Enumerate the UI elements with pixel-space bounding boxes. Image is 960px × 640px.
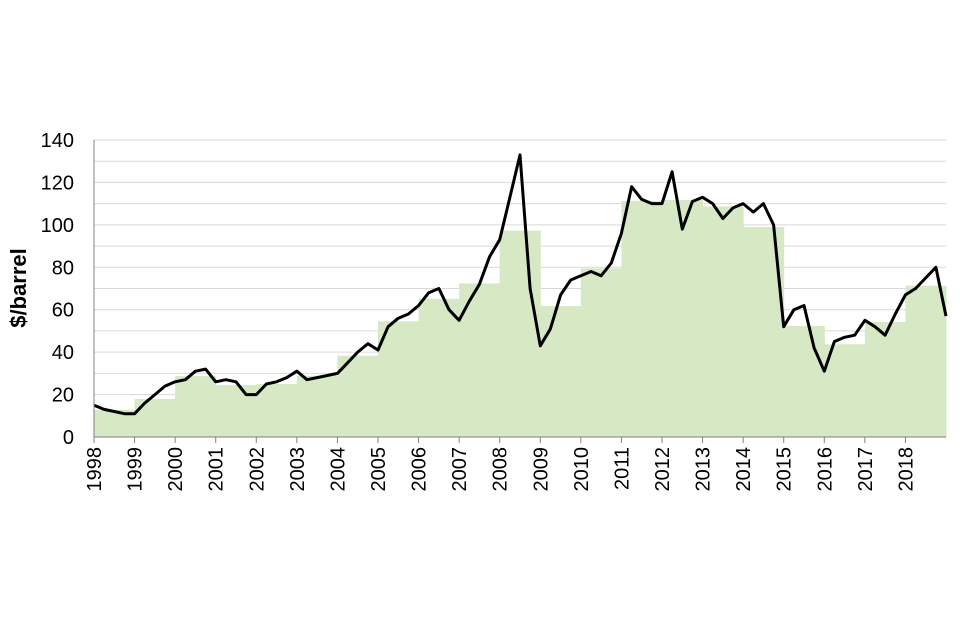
y-tick-label: 0	[63, 427, 74, 449]
annual-average-bar	[864, 322, 906, 437]
annual-average-bar	[215, 385, 257, 437]
x-tick-label: 2010	[571, 447, 593, 492]
x-tick-label: 2017	[855, 447, 877, 492]
annual-average-bar	[662, 200, 704, 437]
annual-average-bar	[824, 344, 866, 437]
y-tick-label: 120	[41, 172, 74, 194]
annual-average-bar	[337, 355, 379, 437]
y-tick-label: 140	[41, 130, 74, 152]
x-tick-label: 2015	[774, 447, 796, 492]
y-tick-label: 20	[52, 385, 74, 407]
x-tick-label: 2004	[327, 447, 349, 492]
annual-average-bar	[134, 399, 176, 437]
x-tick-label: 2013	[693, 447, 715, 492]
annual-average-bar	[378, 321, 420, 437]
annual-average-area	[94, 200, 947, 437]
annual-average-bar	[256, 383, 298, 437]
annual-average-bar	[540, 306, 582, 437]
annual-average-bar	[702, 206, 744, 437]
y-tick-label: 100	[41, 215, 74, 237]
y-tick-label: 80	[52, 257, 74, 279]
x-tick-label: 2018	[895, 447, 917, 492]
x-tick-label: 2008	[490, 447, 512, 492]
x-tick-label: 2000	[165, 447, 187, 492]
x-tick-label: 2003	[287, 447, 309, 492]
x-tick-label: 2007	[449, 447, 471, 492]
x-tick-label: 2002	[246, 447, 268, 492]
annual-average-bar	[499, 230, 541, 437]
y-tick-label: 40	[52, 342, 74, 364]
x-tick-label: 1998	[84, 447, 106, 492]
y-tick-label: 60	[52, 300, 74, 322]
y-axis-ticks: 0 20 40 60 80 100 120 140	[41, 130, 74, 449]
x-tick-label: 2012	[652, 447, 674, 492]
annual-average-bar	[580, 268, 622, 437]
x-axis-ticks: 1998 1999 2000 2001 2002 2003 2004 2005 2006 2007…	[84, 437, 917, 492]
x-tick-label: 2006	[409, 447, 431, 492]
axes	[93, 140, 946, 438]
x-tick-label: 2001	[206, 447, 228, 492]
price-line	[93, 153, 948, 416]
x-tick-label: 1999	[125, 447, 147, 492]
annual-average-bar	[418, 298, 460, 437]
annual-average-bar	[783, 325, 825, 437]
x-tick-label: 2011	[611, 447, 633, 490]
annual-average-bar	[905, 285, 947, 437]
x-tick-label: 2005	[368, 447, 390, 492]
x-tick-label: 2016	[814, 447, 836, 492]
x-tick-label: 2009	[530, 447, 552, 492]
x-tick-label: 2014	[733, 447, 755, 492]
y-axis-title: $/barrel	[6, 248, 31, 328]
annual-average-bar	[175, 376, 217, 437]
monthly-price-line	[93, 153, 948, 416]
annual-average-bar	[296, 375, 338, 437]
annual-average-bar	[621, 200, 663, 437]
